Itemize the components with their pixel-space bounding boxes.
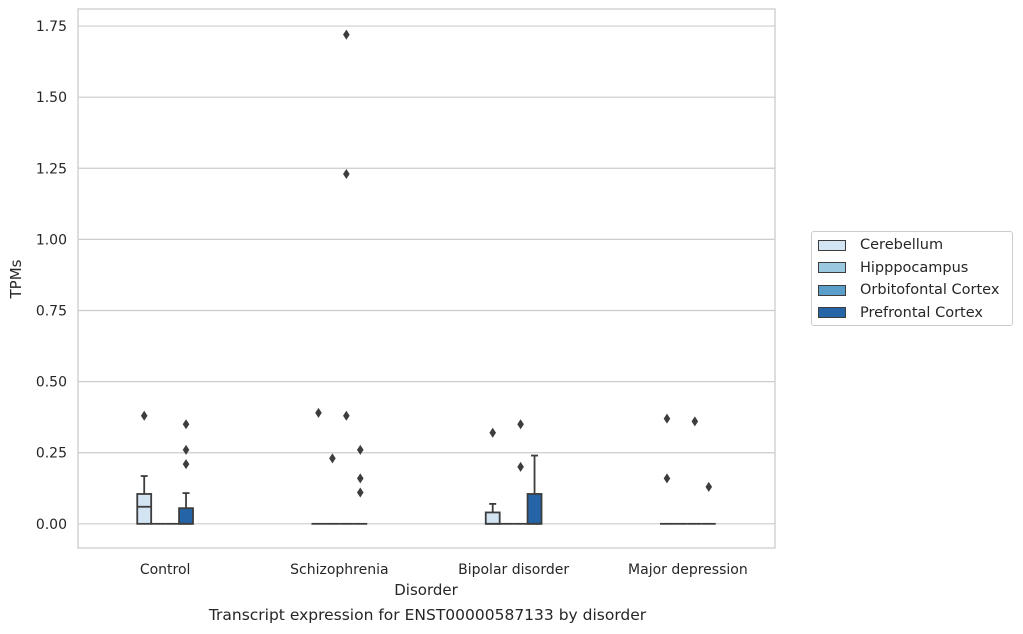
box-body	[526, 493, 543, 525]
legend-item-orbitofrontal-cortex: Orbitofontal Cortex	[818, 280, 999, 300]
box-body	[136, 493, 153, 525]
box-3-2	[526, 454, 543, 525]
box-2-2	[513, 419, 528, 525]
outlier-point	[663, 413, 671, 424]
y-tick-label: 1.50	[36, 90, 67, 106]
outlier-point	[705, 481, 713, 492]
legend-swatch-prefrontal-cortex	[818, 307, 846, 318]
y-tick-label: 0.25	[36, 446, 67, 462]
x-tick-label: Control	[140, 562, 191, 578]
x-axis-label: Disorder	[394, 581, 458, 599]
y-axis-label: TPMs	[7, 259, 25, 299]
box-3-3	[701, 481, 716, 525]
y-tick-label: 0.50	[36, 375, 67, 391]
grid-lines	[78, 25, 775, 525]
legend-item-cerebellum: Cerebellum	[818, 235, 943, 255]
legend-swatch-orbitofrontal-cortex	[818, 284, 846, 296]
legend-label-prefrontal-cortex: Prefrontal Cortex	[860, 304, 983, 321]
outlier-point	[343, 410, 350, 421]
box-body	[484, 511, 501, 525]
box-0-3	[659, 413, 674, 525]
outlier-point	[517, 461, 524, 472]
box-0-1	[311, 407, 326, 525]
box-0-0	[136, 410, 153, 525]
box-3-0	[178, 419, 194, 525]
outlier-point	[356, 487, 364, 498]
outlier-point	[329, 453, 336, 464]
outlier-point	[343, 29, 350, 40]
x-tick-label: Schizophrenia	[290, 562, 388, 578]
legend-swatch-hippocampus	[818, 262, 846, 273]
box-1-1	[325, 453, 340, 525]
legend-label-orbitofrontal-cortex: Orbitofontal Cortex	[860, 282, 1000, 298]
outlier-point	[315, 407, 322, 418]
outlier-point	[356, 473, 364, 484]
legend: Cerebellum Hipppocampus Orbitofontal Cor…	[811, 231, 1013, 326]
legend-swatch-cerebellum	[818, 239, 846, 251]
y-tick-label: 1.25	[36, 161, 67, 177]
y-tick-label: 1.00	[36, 232, 67, 248]
legend-item-hippocampus: Hipppocampus	[818, 258, 968, 278]
outlier-point	[182, 419, 190, 430]
outlier-point	[663, 473, 671, 484]
box-2-3	[687, 416, 702, 525]
y-tick-label: 0.75	[36, 303, 67, 319]
legend-label-cerebellum: Cerebellum	[860, 237, 944, 253]
y-tick-label: 1.75	[36, 19, 67, 35]
outlier-point	[691, 416, 699, 427]
x-tick-label: Major depression	[628, 562, 748, 578]
outlier-point	[356, 444, 364, 455]
box-body	[178, 507, 194, 525]
x-tick-label: Bipolar disorder	[458, 562, 569, 578]
box-plot-area	[136, 29, 716, 525]
y-tick-label: 0.00	[36, 517, 67, 533]
box-3-1	[353, 444, 368, 525]
box-2-1	[339, 29, 354, 525]
outlier-point	[343, 168, 350, 179]
outlier-point	[182, 459, 190, 470]
outlier-point	[182, 444, 190, 455]
outlier-point	[489, 427, 497, 438]
plot-frame	[77, 8, 776, 549]
axes: 0.00 0.25 0.50 0.75 1.00 1.25 1.50 1.75 Control S…	[36, 8, 776, 578]
legend-item-prefrontal-cortex: Prefrontal Cortex	[818, 303, 983, 323]
legend-label-hippocampus: Hipppocampus	[860, 259, 969, 276]
chart-title: Transcript expression for ENST0000058713…	[208, 606, 647, 624]
outlier-point	[140, 410, 148, 421]
box-0-2	[484, 427, 501, 525]
outlier-point	[517, 419, 524, 430]
